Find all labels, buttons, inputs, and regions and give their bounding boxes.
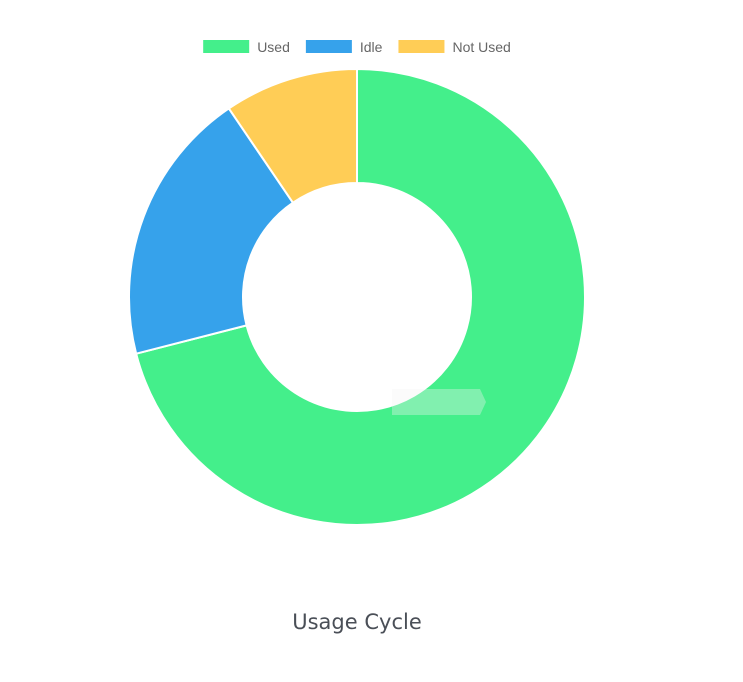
slice-idle[interactable]: [128, 107, 295, 355]
legend-label-idle: Idle: [360, 39, 383, 55]
legend-swatch-not-used: [398, 40, 445, 53]
legend-swatch-idle: [305, 40, 352, 53]
slice-used[interactable]: [134, 67, 586, 526]
chart-slices: [128, 67, 586, 526]
legend-item-not-used[interactable]: Not Used: [398, 39, 511, 55]
legend-item-idle[interactable]: Idle: [305, 39, 383, 55]
legend-label-used: Used: [257, 39, 290, 55]
chart-title: Usage Cycle: [292, 610, 422, 634]
legend-swatch-used: [203, 40, 250, 53]
chart-legend: Used Idle Not Used: [203, 39, 511, 55]
tooltip-shadow: [392, 389, 486, 415]
slice-not-used[interactable]: [227, 67, 358, 205]
legend-item-used[interactable]: Used: [203, 39, 290, 55]
legend-label-not-used: Not Used: [452, 39, 510, 55]
